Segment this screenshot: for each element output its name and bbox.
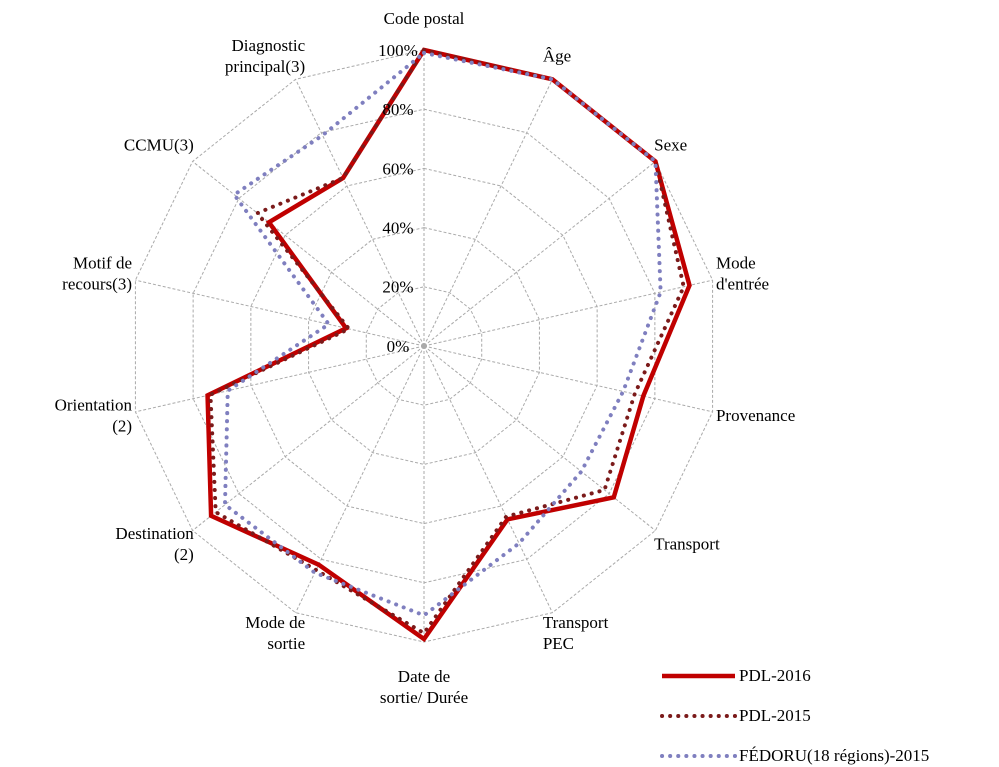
- category-label: Diagnostic principal(3): [225, 36, 306, 76]
- category-line: CCMU(3): [124, 135, 194, 154]
- center: [421, 343, 427, 349]
- category-label: Transport PEC: [543, 613, 609, 653]
- category-line: Âge: [543, 47, 571, 66]
- category-label: Transport: [654, 534, 720, 553]
- spoke: [295, 79, 425, 347]
- category-line: Transport: [543, 613, 609, 632]
- category-line: Code postal: [384, 9, 465, 28]
- category-line: Diagnostic: [232, 36, 306, 55]
- category-label: Mode de sortie: [245, 613, 305, 653]
- spoke: [192, 161, 425, 347]
- spoke: [135, 345, 425, 413]
- tick-label: 60%: [382, 159, 413, 178]
- category-label: Motif de recours(3): [62, 253, 132, 293]
- category-line: Transport: [654, 534, 720, 553]
- tick-label: 80%: [382, 100, 413, 119]
- spoke: [423, 345, 553, 613]
- spoke: [423, 79, 553, 347]
- legend-label: PDL-2016: [739, 666, 811, 685]
- category-label: Orientation (2): [55, 396, 133, 436]
- tick-label: 0%: [387, 337, 410, 356]
- category-line: PEC: [543, 634, 574, 653]
- spoke: [423, 345, 713, 413]
- spoke: [423, 345, 656, 531]
- category-line: Mode: [716, 253, 756, 272]
- category-line: d'entrée: [716, 274, 769, 293]
- tick-label: 20%: [382, 278, 413, 297]
- category-line: recours(3): [62, 274, 132, 293]
- tick-label: 40%: [382, 219, 413, 238]
- category-line: principal(3): [225, 57, 305, 76]
- series-line: [208, 47, 686, 636]
- category-label: Mode d'entrée: [716, 253, 769, 293]
- category-line: sortie: [267, 634, 305, 653]
- category-line: (2): [112, 417, 132, 436]
- category-label: Date de sortie/ Durée: [380, 667, 468, 707]
- spoke: [135, 279, 425, 347]
- grid-ring: [250, 167, 598, 525]
- grid-ring: [365, 286, 483, 406]
- category-line: Sexe: [654, 135, 687, 154]
- spoke: [423, 279, 713, 347]
- category-line: Date de: [398, 667, 450, 686]
- category-label: Provenance: [716, 406, 795, 425]
- spoke: [192, 345, 425, 531]
- category-line: Provenance: [716, 406, 795, 425]
- spoke: [423, 161, 656, 347]
- category-line: (2): [174, 545, 194, 564]
- category-label: CCMU(3): [124, 135, 194, 154]
- category-label: Sexe: [654, 135, 687, 154]
- grid-ring: [308, 227, 540, 465]
- legend-label: FÉDORU(18 régions)-2015: [739, 746, 929, 765]
- category-label: Code postal: [384, 9, 465, 28]
- series-line: [205, 47, 692, 643]
- category-line: Mode de: [245, 613, 305, 632]
- category-line: Motif de: [73, 253, 132, 272]
- series-line: [222, 50, 663, 618]
- category-line: Destination: [115, 524, 194, 543]
- category-label: Destination (2): [115, 524, 194, 564]
- category-line: sortie/ Durée: [380, 688, 468, 707]
- legend-label: PDL-2015: [739, 706, 811, 725]
- category-line: Orientation: [55, 396, 133, 415]
- tick-label: 100%: [378, 41, 418, 60]
- category-label: Âge: [543, 47, 571, 66]
